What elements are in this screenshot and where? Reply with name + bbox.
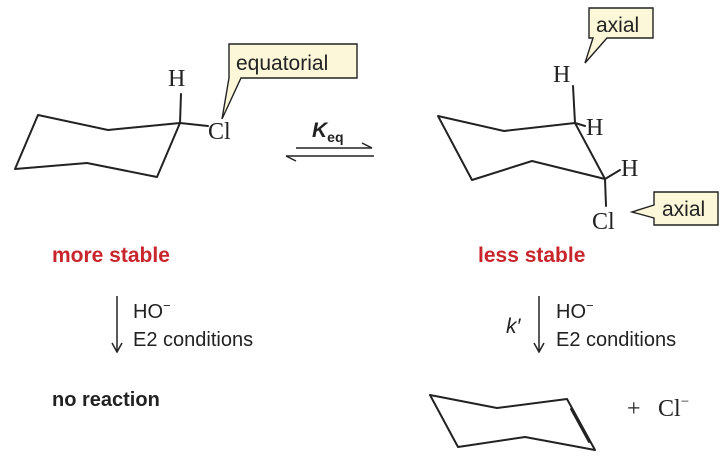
left-reaction-arrow bbox=[111, 296, 123, 354]
axial-callout-top: axial bbox=[584, 7, 654, 64]
no-reaction-label: no reaction bbox=[52, 389, 160, 411]
forward-arrow-head bbox=[361, 142, 373, 149]
equatorial-callout: equatorial bbox=[221, 43, 358, 120]
left-down-arrow-head bbox=[111, 342, 123, 354]
plus-sign: + bbox=[627, 396, 641, 422]
equilibrium-arrows: Keq bbox=[285, 119, 374, 162]
keq-label: Keq bbox=[312, 119, 344, 145]
axial-callout-top-label: axial bbox=[596, 14, 639, 37]
right-h-low-label: H bbox=[621, 156, 638, 182]
right-mid-h-bond bbox=[574, 122, 586, 127]
left-ring bbox=[14, 114, 181, 178]
reverse-arrow-head bbox=[285, 155, 297, 162]
chloride-ion: Cl− bbox=[658, 394, 689, 422]
axial-callout-bottom-box bbox=[629, 191, 719, 226]
left-conditions: E2 conditions bbox=[133, 329, 253, 351]
right-h-top-label: H bbox=[553, 62, 570, 88]
axial-callout-bottom-label: axial bbox=[662, 198, 705, 221]
left-c-cl-bond bbox=[179, 122, 209, 127]
left-h-label: H bbox=[168, 66, 185, 92]
cyclohexene-ring bbox=[429, 394, 596, 451]
equatorial-callout-box bbox=[221, 43, 358, 120]
right-reagent: HO− bbox=[556, 298, 594, 323]
axial-callout-bottom: axial bbox=[629, 191, 719, 226]
more-stable-label: more stable bbox=[52, 244, 170, 267]
less-stable-label: less stable bbox=[478, 244, 585, 267]
right-down-arrow-head bbox=[533, 342, 545, 354]
equatorial-conformer bbox=[14, 93, 209, 178]
left-cl-label: Cl bbox=[208, 119, 231, 145]
left-reagent: HO− bbox=[133, 298, 171, 323]
right-cl-label: Cl bbox=[592, 209, 615, 235]
cyclohexene-product bbox=[429, 394, 596, 451]
cyclohexene-double-bond bbox=[570, 408, 590, 443]
right-ring bbox=[437, 115, 606, 181]
axial-callout-top-box bbox=[584, 7, 654, 64]
right-conditions: E2 conditions bbox=[556, 329, 676, 351]
left-c-h-bond bbox=[179, 93, 182, 124]
right-reaction-arrow bbox=[533, 296, 545, 354]
right-low-h-bond bbox=[604, 169, 621, 180]
right-axial-h-bond bbox=[572, 85, 576, 124]
axial-conformer bbox=[437, 85, 621, 207]
right-axial-cl-bond bbox=[604, 178, 607, 207]
rate-constant-label: k′ bbox=[506, 315, 522, 338]
right-h-mid-label: H bbox=[586, 115, 603, 141]
equatorial-callout-label: equatorial bbox=[236, 52, 328, 75]
